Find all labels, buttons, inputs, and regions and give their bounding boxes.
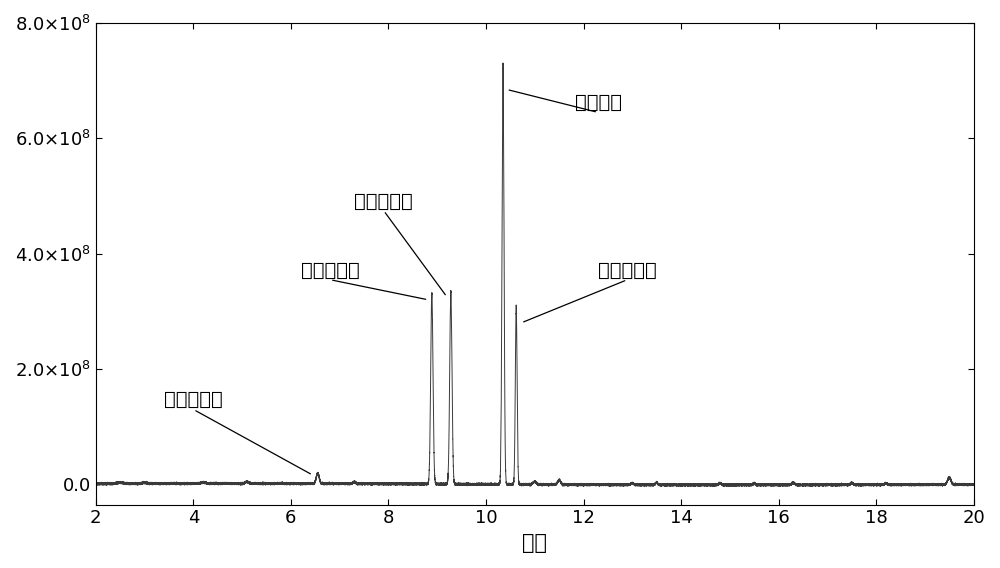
Text: 油酸甲酯: 油酸甲酯 [575, 94, 622, 112]
Text: 硬脂酸甲酯: 硬脂酸甲酯 [598, 261, 657, 279]
Text: 豆蔻酸甲酯: 豆蔻酸甲酯 [164, 390, 223, 410]
Text: 亚油酸甲酯: 亚油酸甲酯 [354, 191, 413, 211]
Text: 棕榈酸甲酯: 棕榈酸甲酯 [301, 261, 359, 279]
X-axis label: 时间: 时间 [522, 533, 547, 553]
